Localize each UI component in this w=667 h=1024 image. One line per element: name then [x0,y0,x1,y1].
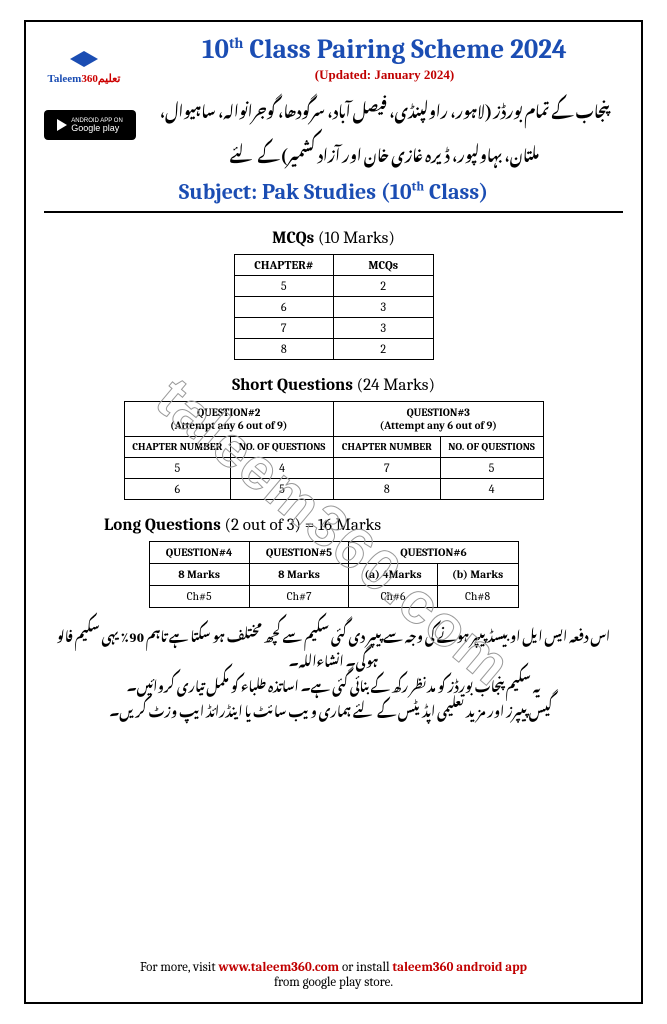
long-questions-table: QUESTION#4 QUESTION#5 QUESTION#6 8 Marks… [149,541,519,608]
mcq-header: MCQs [334,255,434,276]
lq-header: QUESTION#5 [249,542,349,564]
sq-group-header: QUESTION#2(Attempt any 6 out of 9) [124,402,333,437]
lq-sub: (b) Marks [437,564,518,586]
table-row: 82 [234,339,433,360]
play-icon [57,119,67,131]
urdu-note: اس دفعہ ایس ایل او بیسڈ پیپر ہونے کی وجہ… [44,622,623,671]
lq-header: QUESTION#4 [149,542,249,564]
mcq-table: CHAPTER#MCQs 52 63 73 82 [234,254,434,360]
short-questions-table: QUESTION#2(Attempt any 6 out of 9) QUEST… [124,401,544,500]
urdu-boards-line1: پنجاب کے تمام بورڈز (لاہور، راولپنڈی، فی… [146,89,623,127]
lq-sub: 8 Marks [249,564,349,586]
table-row: 63 [234,297,433,318]
footer-app[interactable]: taleem360 android app [392,960,527,975]
main-title: 10th Class Pairing Scheme 2024 [146,34,623,65]
lq-title: Long Questions (2 out of 3) = 16 Marks [44,516,623,535]
gplay-text: ANDROID APP ON Google play [71,118,123,133]
mcq-title: MCQs (10 Marks) [44,229,623,248]
urdu-note: گیس پیپرز اور مزید تعلیمی اپڈیٹس کے لئے … [44,697,623,722]
sq-title: Short Questions (24 Marks) [44,376,623,395]
header-row: Taleem360تعلیم ANDROID APP ON Google pla… [44,34,623,171]
sq-sub-header: CHAPTER NUMBER [333,437,440,458]
subject-heading: Subject: Pak Studies (10th Class) [44,179,623,213]
table-row: 52 [234,276,433,297]
page-frame: Taleem360تعلیم ANDROID APP ON Google pla… [24,20,643,1004]
table-row: 6584 [124,479,543,500]
google-play-badge[interactable]: ANDROID APP ON Google play [44,110,136,140]
left-col: Taleem360تعلیم ANDROID APP ON Google pla… [44,34,136,140]
brand-logo: Taleem360تعلیم [44,34,124,104]
footer-url[interactable]: www.taleem360.com [218,960,339,975]
urdu-footer-notes: اس دفعہ ایس ایل او بیسڈ پیپر ہونے کی وجہ… [44,622,623,721]
urdu-boards-line2: ملتان، بہاولپور، ڈیرہ غازی خان اور آزاد … [146,133,623,171]
updated-label: (Updated: January 2024) [146,67,623,83]
table-row: Ch#5Ch#7Ch#6Ch#8 [149,586,518,608]
title-block: 10th Class Pairing Scheme 2024 (Updated:… [146,34,623,171]
table-row: 73 [234,318,433,339]
footer: For more, visit www.taleem360.com or ins… [44,960,623,990]
sq-sub-header: NO. OF QUESTIONS [231,437,334,458]
lq-sub: (a) 4Marks [349,564,437,586]
lq-sub: 8 Marks [149,564,249,586]
mcq-header: CHAPTER# [234,255,334,276]
table-row: 5475 [124,458,543,479]
logo-text: Taleem360تعلیم [48,69,121,87]
sq-sub-header: CHAPTER NUMBER [124,437,231,458]
lq-header: QUESTION#6 [349,542,518,564]
graduation-cap-icon [70,51,98,67]
sq-sub-header: NO. OF QUESTIONS [440,437,543,458]
sq-group-header: QUESTION#3(Attempt any 6 out of 9) [333,402,543,437]
